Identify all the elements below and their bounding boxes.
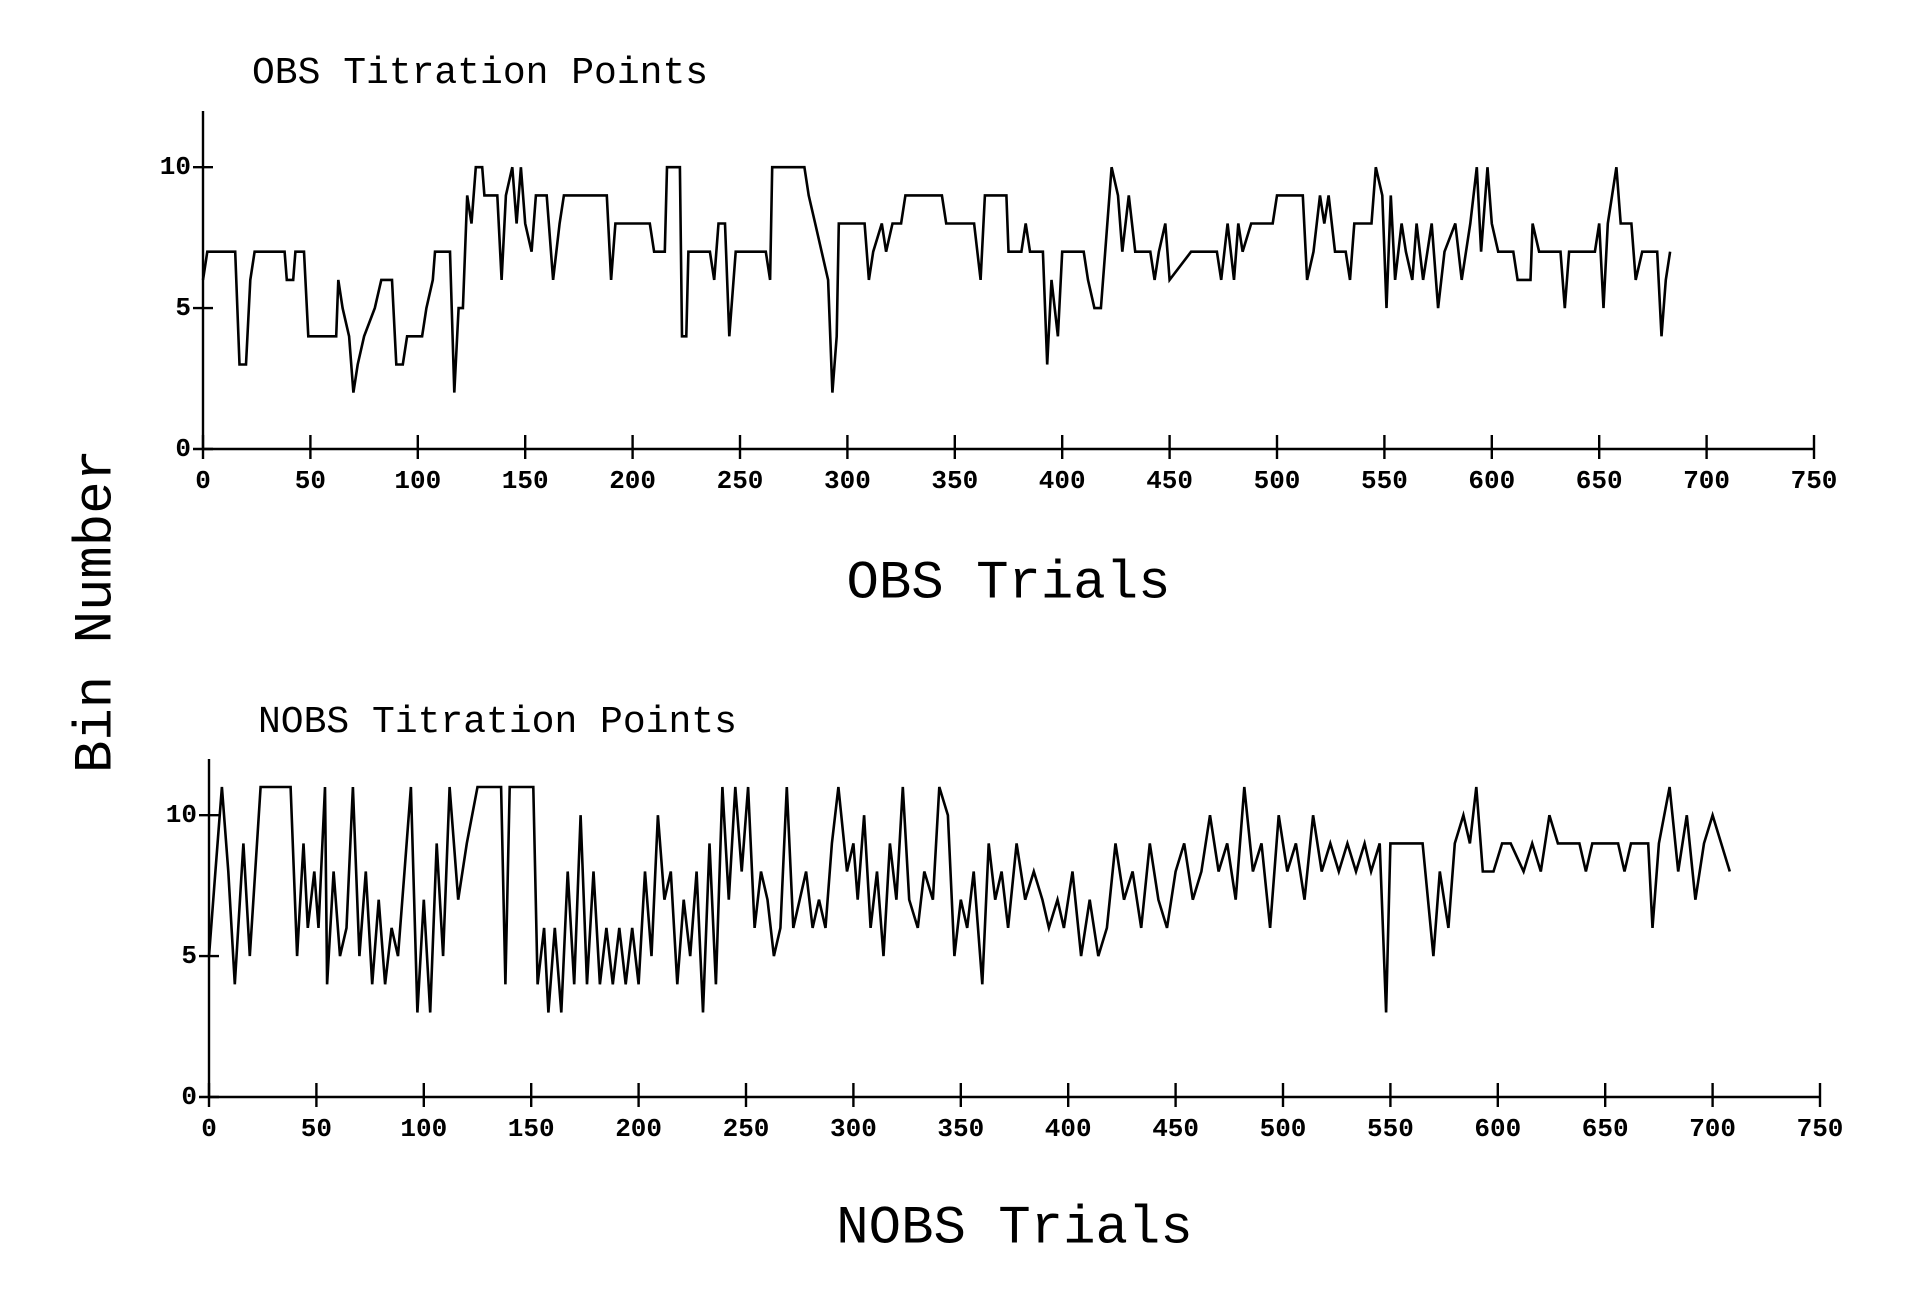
x-tick-label: 200 [615,1114,662,1144]
x-tick-label: 750 [1791,466,1838,496]
chart-title: OBS Titration Points [252,52,708,95]
x-tick-label: 0 [201,1114,217,1144]
x-tick-label: 550 [1361,466,1408,496]
x-tick-label: 0 [195,466,211,496]
x-tick-label: 50 [301,1114,332,1144]
chart-title: NOBS Titration Points [258,701,737,744]
x-tick-label: 500 [1260,1114,1307,1144]
x-tick-label: 600 [1468,466,1515,496]
x-tick-label: 300 [824,466,871,496]
x-tick-label: 700 [1683,466,1730,496]
x-tick-label: 400 [1045,1114,1092,1144]
x-tick-label: 100 [394,466,441,496]
x-tick-label: 550 [1367,1114,1414,1144]
y-tick-label: 5 [175,293,191,323]
x-tick-label: 100 [400,1114,447,1144]
x-tick-label: 50 [295,466,326,496]
x-tick-label: 500 [1254,466,1301,496]
x-tick-label: 350 [931,466,978,496]
y-tick-label: 10 [166,800,197,830]
x-tick-label: 250 [723,1114,770,1144]
y-tick-label: 5 [181,941,197,971]
y-tick-label: 10 [160,152,191,182]
x-tick-label: 700 [1689,1114,1736,1144]
x-tick-label: 200 [609,466,656,496]
y-axis-label: Bin Number [66,449,127,773]
x-tick-label: 400 [1039,466,1086,496]
x-axis-label: OBS Trials [846,553,1170,614]
x-tick-label: 150 [508,1114,555,1144]
x-tick-label: 450 [1146,466,1193,496]
y-tick-label: 0 [181,1082,197,1112]
x-tick-label: 350 [937,1114,984,1144]
x-tick-label: 150 [502,466,549,496]
x-axis-label: NOBS Trials [836,1198,1192,1259]
x-tick-label: 250 [717,466,764,496]
y-tick-label: 0 [175,434,191,464]
data-line [207,785,1732,1013]
x-tick-label: 650 [1582,1114,1629,1144]
x-tick-label: 650 [1576,466,1623,496]
x-tick-label: 750 [1797,1114,1844,1144]
x-tick-label: 300 [830,1114,877,1144]
x-tick-label: 600 [1474,1114,1521,1144]
x-tick-label: 450 [1152,1114,1199,1144]
data-line [201,165,1672,393]
